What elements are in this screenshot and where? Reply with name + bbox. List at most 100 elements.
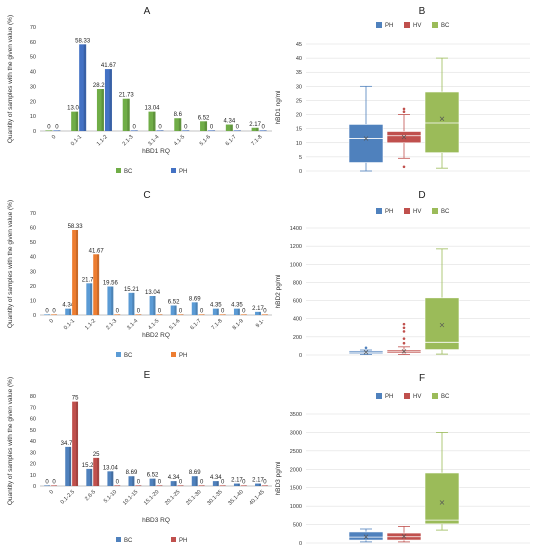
x-tick-label: 3.1-4 bbox=[126, 318, 139, 331]
y-tick-label: 10 bbox=[30, 298, 36, 304]
bar-bc bbox=[86, 283, 93, 315]
legend-label: BC bbox=[124, 169, 133, 175]
legend-swatch-hv bbox=[404, 22, 410, 28]
y-tick-label: 40 bbox=[30, 439, 36, 445]
bar-shade bbox=[216, 481, 219, 486]
data-label: 6.52 bbox=[198, 115, 210, 121]
data-label: 13.04 bbox=[145, 290, 161, 296]
y-tick-label: 1000 bbox=[290, 262, 302, 268]
bar-shade bbox=[160, 485, 163, 486]
y-tick-label: 1000 bbox=[290, 504, 302, 510]
data-label: 58.33 bbox=[75, 38, 91, 44]
bar-bc bbox=[107, 286, 114, 315]
bar-bc bbox=[71, 111, 79, 131]
legend-swatch-bc bbox=[116, 168, 121, 173]
x-tick-label: 40.1-45 bbox=[248, 489, 265, 506]
bar-ph bbox=[198, 485, 205, 486]
y-tick-label: 2000 bbox=[290, 467, 302, 473]
bar-shade bbox=[195, 302, 198, 315]
x-tick-label: 0.1-1 bbox=[63, 318, 76, 331]
box-ph bbox=[348, 528, 384, 543]
bar-shade bbox=[178, 118, 182, 131]
bar-bc bbox=[212, 308, 219, 315]
x-tick-label: 2.1-3 bbox=[122, 134, 135, 147]
data-label: 0 bbox=[52, 308, 56, 314]
bar-shade bbox=[181, 485, 184, 486]
bar-shade bbox=[244, 485, 247, 486]
data-label: 21.74 bbox=[82, 277, 98, 283]
x-tick-label: 2.6-5 bbox=[84, 489, 97, 502]
mean-marker bbox=[401, 349, 407, 354]
y-tick-label: 60 bbox=[30, 40, 36, 46]
data-label: 28.26 bbox=[93, 83, 109, 89]
bar-bc bbox=[225, 124, 233, 131]
x-axis-label: hBD3 RQ bbox=[142, 517, 170, 524]
bar-shade bbox=[153, 478, 156, 486]
bar-shade bbox=[204, 121, 208, 131]
bar-shade bbox=[174, 305, 177, 315]
y-tick-label: 3000 bbox=[290, 430, 302, 436]
x-tick-label: 30.1-35 bbox=[206, 489, 223, 506]
bar-ph bbox=[72, 230, 79, 315]
bar-shade bbox=[195, 476, 198, 486]
bar-shade bbox=[75, 111, 79, 131]
bar-bc bbox=[65, 308, 72, 315]
bar-ph bbox=[79, 44, 87, 131]
y-tick-label: 3500 bbox=[290, 412, 302, 418]
data-label: 0 bbox=[52, 479, 56, 485]
data-label: 0 bbox=[261, 124, 265, 130]
bar-bc bbox=[233, 483, 240, 486]
data-label: 0 bbox=[137, 308, 141, 314]
bar-ph bbox=[51, 485, 57, 486]
outlier-point bbox=[364, 346, 368, 350]
bar-chart-a: A 0 10 20 30 40 50 60 70 Quantity of samples with… bbox=[7, 6, 272, 175]
box-hv bbox=[386, 526, 422, 543]
bar-bc bbox=[191, 476, 198, 486]
data-label: 0 bbox=[47, 124, 51, 130]
y-tick-label: 30 bbox=[296, 84, 302, 90]
data-label: 6.52 bbox=[168, 299, 180, 305]
bar-shade bbox=[118, 485, 121, 486]
data-label: 4.34 bbox=[62, 303, 74, 309]
legend-swatch-hv bbox=[404, 393, 410, 399]
x-tick-label: 0 bbox=[49, 489, 55, 495]
y-tick-label: 60 bbox=[30, 226, 36, 232]
bar-ph bbox=[72, 401, 79, 486]
legend-label: BC bbox=[124, 353, 133, 359]
data-label: 2.17 bbox=[231, 478, 243, 484]
box-plot-d: D 0 200 400 600 800 1000 1200 1400 hBD2 pg/ml PH HV… bbox=[275, 190, 530, 359]
bar-ph bbox=[130, 130, 138, 131]
data-label: 0 bbox=[158, 124, 162, 130]
panel-letter: A bbox=[144, 6, 151, 17]
box-ph bbox=[348, 85, 384, 172]
bar-shade bbox=[75, 230, 79, 315]
y-axis-label: hBD3 pg/ml bbox=[275, 461, 282, 496]
data-label: 0 bbox=[116, 308, 120, 314]
bar-ph bbox=[240, 314, 247, 315]
y-axis-label: Quantity of samples with the given value… bbox=[7, 200, 14, 328]
data-label: 0 bbox=[210, 124, 214, 130]
legend-label: BC bbox=[124, 538, 133, 544]
y-tick-label: 400 bbox=[293, 317, 302, 323]
x-tick-label: 10.1-15 bbox=[122, 489, 139, 506]
bar-ph bbox=[156, 485, 163, 486]
box-body bbox=[424, 472, 460, 525]
data-label: 41.67 bbox=[101, 63, 117, 69]
data-label: 0 bbox=[45, 479, 49, 485]
outlier-point bbox=[402, 330, 406, 333]
legend-label: PH bbox=[179, 169, 187, 175]
panel-letter: B bbox=[419, 6, 426, 17]
bar-bc bbox=[149, 295, 156, 315]
bar-ph bbox=[114, 314, 121, 315]
y-tick-label: 40 bbox=[30, 255, 36, 261]
legend-label: HV bbox=[413, 23, 421, 29]
bar-bc bbox=[191, 302, 198, 315]
data-label: 13.04 bbox=[67, 106, 83, 112]
bar-bc bbox=[44, 485, 51, 486]
bar-shade bbox=[153, 111, 156, 131]
bar-ph bbox=[51, 314, 57, 315]
bar-shade bbox=[264, 130, 267, 131]
legend-swatch-ph bbox=[376, 22, 382, 28]
y-axis-label: hBD1 ng/ml bbox=[275, 90, 282, 125]
y-tick-label: 80 bbox=[30, 394, 36, 400]
